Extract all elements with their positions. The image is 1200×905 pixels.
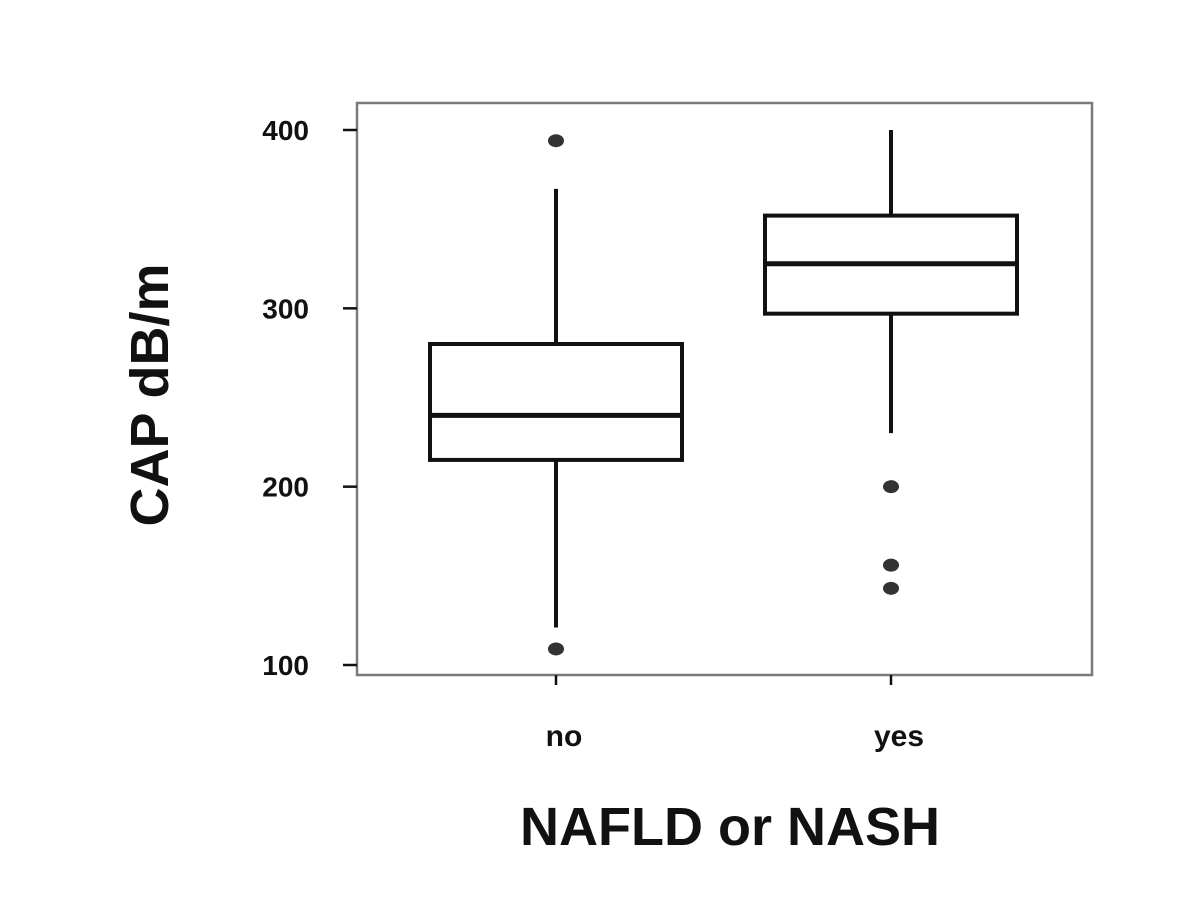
x-category-label: no [546, 720, 583, 753]
y-tick-label: 200 [262, 472, 309, 503]
x-axis: no yes [546, 675, 924, 753]
outlier-point [883, 581, 899, 595]
y-axis-title: CAP dB/m [120, 263, 180, 526]
x-axis-title: NAFLD or NASH [520, 797, 940, 857]
box-series [428, 130, 1019, 656]
y-tick-label: 300 [262, 293, 309, 324]
outlier-point [548, 134, 564, 148]
box-group-yes [763, 130, 1019, 595]
iqr-box [428, 342, 684, 462]
y-axis: 100 200 300 400 [262, 115, 357, 681]
plot-area-frame [355, 101, 1094, 677]
outlier-point [883, 558, 899, 572]
outlier-point [883, 480, 899, 494]
y-tick-label: 400 [262, 115, 309, 146]
y-tick-label: 100 [262, 650, 309, 681]
x-category-label: yes [874, 720, 924, 753]
box-group-no [428, 134, 684, 656]
outlier-point [548, 642, 564, 656]
